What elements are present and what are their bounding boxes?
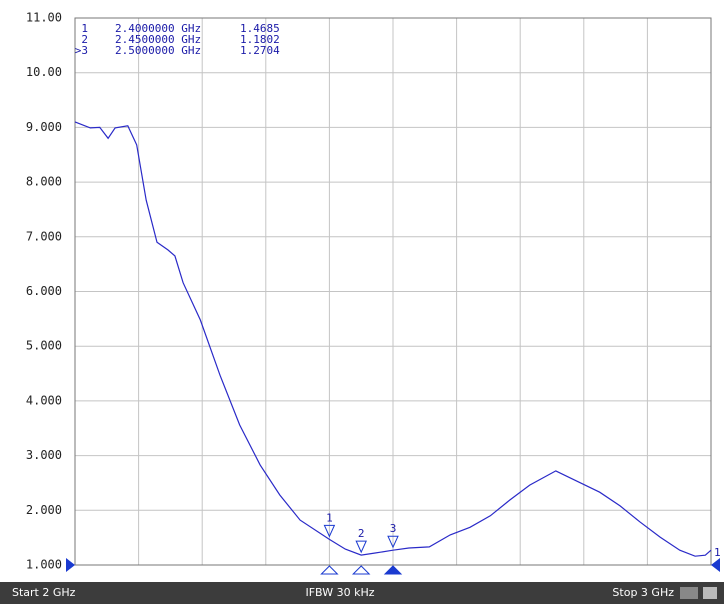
marker-table-cell: >3 [75,44,88,57]
y-tick-label: 5.000 [26,339,62,353]
y-tick-label: 3.000 [26,448,62,462]
marker-table-cell: 2 [81,33,88,46]
status-ifbw: IFBW 30 kHz [305,586,374,599]
marker-triangle [387,535,399,549]
reference-arrow-right [711,558,720,572]
marker-table-cell: 2.5000000 GHz [115,44,201,57]
marker-table-cell: 2.4000000 GHz [115,22,201,35]
y-tick-label: 8.000 [26,175,62,189]
status-indicator [703,587,717,599]
y-tick-label: 11.00 [26,11,62,25]
marker-table-cell: 2.4500000 GHz [115,33,201,46]
status-stop: Stop 3 GHz [612,586,674,599]
marker-table-cell: 1.2704 [240,44,280,57]
reference-label: 1 [714,546,721,559]
y-tick-label: 1.000 [26,558,62,572]
y-tick-label: 9.000 [26,120,62,134]
marker-label: 3 [390,522,397,535]
status-start: Start 2 GHz [12,586,76,599]
marker-base-triangle [320,565,339,575]
marker-triangle [355,540,367,554]
reference-arrow-left [66,558,75,572]
marker-table-cell: 1.4685 [240,22,280,35]
status-bar [0,582,724,604]
marker-label: 2 [358,527,365,540]
marker-triangle [323,524,336,538]
y-tick-label: 7.000 [26,229,62,243]
plot-frame [74,17,712,566]
y-tick-label: 2.000 [26,503,62,517]
marker-label: 1 [326,511,333,524]
marker-base-triangle [351,565,371,575]
marker-table-cell: 1.1802 [240,33,280,46]
status-button[interactable] [680,587,698,599]
marker-table-cell: 1 [81,22,88,35]
y-tick-label: 6.000 [26,284,62,298]
y-tick-label: 10.00 [26,65,62,79]
marker-base-triangle [383,565,403,575]
y-tick-label: 4.000 [26,393,62,407]
trace [74,121,712,557]
